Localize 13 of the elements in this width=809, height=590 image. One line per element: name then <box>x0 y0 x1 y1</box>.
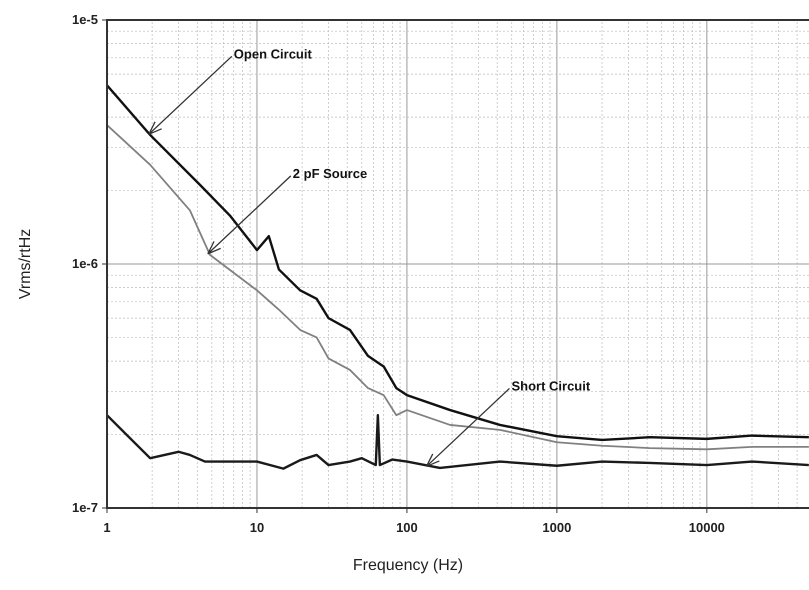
annotation: Open Circuit <box>234 46 312 62</box>
y-tick-label: 1e-6 <box>72 256 98 271</box>
y-tick-label: 1e-7 <box>72 500 98 515</box>
x-tick-label: 10 <box>250 520 264 535</box>
y-axis-title: Vrms/rtHz <box>17 228 34 300</box>
x-axis-title: Frequency (Hz) <box>352 557 464 574</box>
x-tick-label: 10000 <box>688 520 725 535</box>
y-tick-label: 1e-5 <box>72 12 98 27</box>
x-tick-label: 1 <box>103 520 111 535</box>
x-tick-label: 100 <box>396 520 418 535</box>
x-tick-label: 1000 <box>542 520 572 535</box>
annotation: Short Circuit <box>511 378 591 394</box>
annotation: 2 pF Source <box>292 166 368 181</box>
